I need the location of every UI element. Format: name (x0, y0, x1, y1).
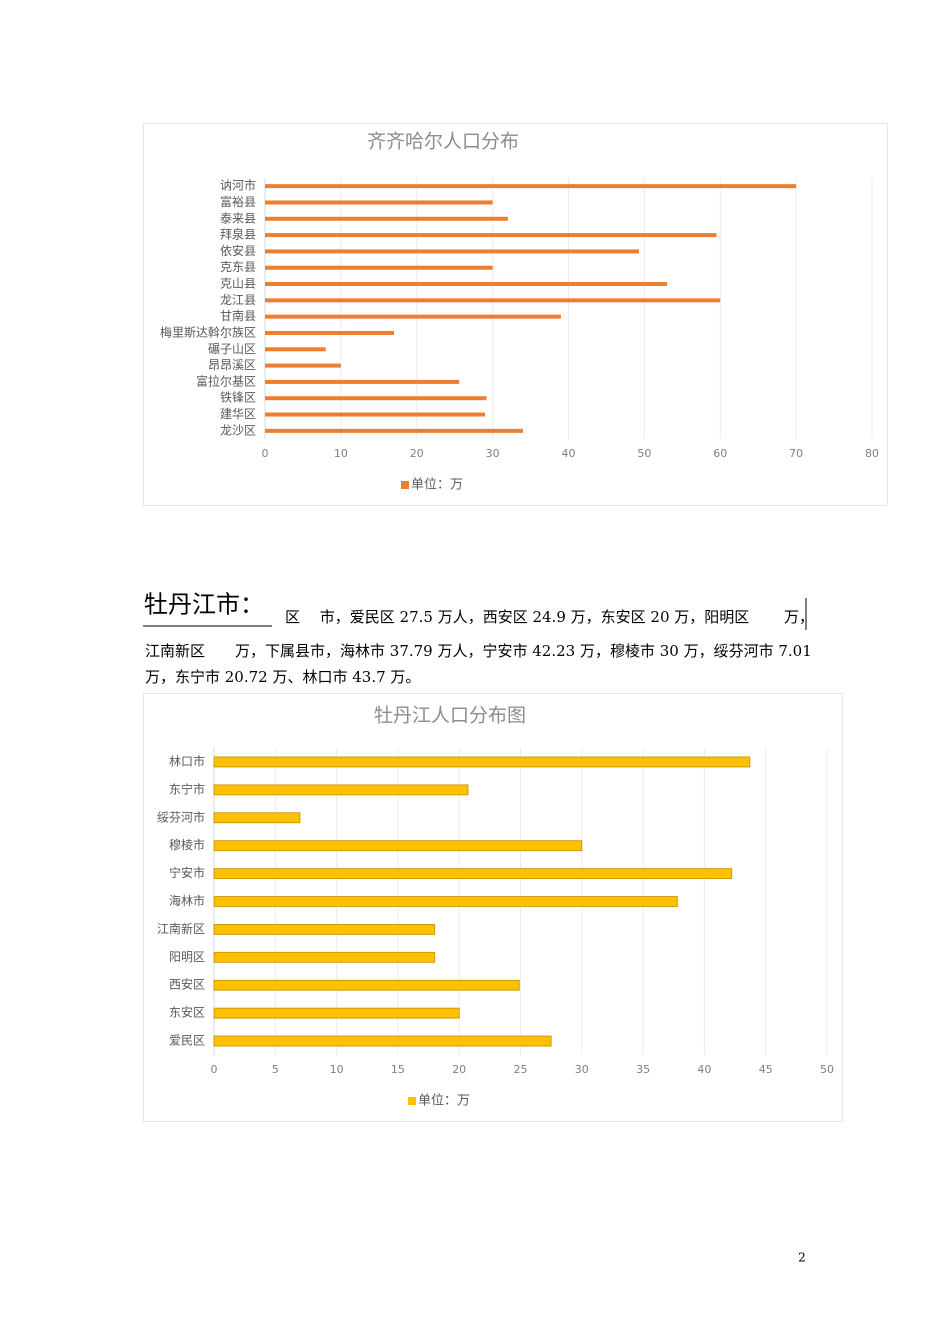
y-tick-label: 昂昂溪区 (208, 358, 256, 372)
paragraph-line: 万，东宁市 20.72 万、林口市 43.7 万。 (145, 668, 420, 686)
x-tick-label: 0 (211, 1063, 218, 1076)
bar (265, 200, 493, 205)
y-tick-label: 甘南县 (220, 308, 256, 323)
x-tick-label: 80 (865, 447, 879, 460)
y-tick-label: 建华区 (220, 407, 256, 421)
bar (213, 812, 301, 824)
bar (213, 896, 678, 907)
x-tick-label: 5 (272, 1063, 279, 1076)
bar (265, 298, 721, 303)
y-tick-label: 阳明区 (169, 950, 205, 964)
chart-title: 齐齐哈尔人口分布 (367, 131, 519, 153)
y-tick-label: 西安区 (169, 977, 205, 992)
legend-label: 单位：万 (411, 478, 463, 493)
bar (213, 840, 583, 852)
x-tick-label: 50 (637, 447, 651, 460)
x-tick-label: 45 (759, 1063, 773, 1076)
y-tick-label: 碾子山区 (208, 342, 256, 356)
bar (213, 979, 520, 991)
legend-swatch (408, 1097, 416, 1105)
chart-frame (143, 693, 843, 1122)
bar (265, 184, 797, 189)
bar (213, 756, 751, 768)
x-tick-label: 35 (636, 1063, 650, 1076)
y-tick-label: 海林市 (169, 893, 205, 908)
bar (265, 363, 341, 368)
bar (213, 1007, 460, 1019)
y-tick-label: 泰来县 (220, 211, 256, 225)
y-tick-label: 富裕县 (220, 194, 256, 209)
x-tick-label: 15 (391, 1063, 405, 1076)
y-tick-label: 富拉尔基区 (196, 373, 256, 388)
x-tick-label: 0 (262, 447, 269, 460)
y-tick-label: 克东县 (220, 260, 256, 274)
x-tick-label: 10 (330, 1063, 344, 1076)
bar (213, 784, 469, 796)
y-tick-label: 克山县 (220, 277, 256, 291)
x-tick-label: 30 (486, 447, 500, 460)
y-tick-label: 绥芬河市 (157, 809, 205, 824)
x-tick-label: 70 (789, 447, 803, 460)
bar (265, 282, 668, 287)
legend-label: 单位：万 (418, 1094, 470, 1109)
y-tick-label: 穆棱市 (169, 837, 205, 852)
bar (213, 1035, 552, 1047)
y-tick-label: 拜泉县 (220, 228, 256, 242)
bar (265, 412, 486, 417)
bar (265, 379, 460, 384)
y-tick-label: 讷河市 (220, 178, 256, 193)
paragraph-line: 区 市，爱民区 27.5 万人，西安区 24.9 万，东安区 20 万，阳明区 … (285, 608, 814, 626)
x-tick-label: 40 (697, 1063, 711, 1076)
x-tick-label: 25 (514, 1063, 528, 1076)
x-tick-label: 40 (562, 447, 576, 460)
y-tick-label: 东安区 (169, 1005, 205, 1020)
page-number: 2 (798, 1251, 806, 1265)
bar (265, 396, 487, 401)
bar (265, 265, 493, 270)
bar (213, 924, 436, 935)
y-tick-label: 龙沙区 (220, 423, 256, 437)
chart-frame (143, 123, 888, 506)
x-tick-label: 20 (452, 1063, 466, 1076)
chart-title: 牡丹江人口分布图 (374, 705, 526, 727)
bar (213, 951, 436, 963)
x-tick-label: 20 (410, 447, 424, 460)
y-tick-label: 依安县 (220, 243, 256, 258)
bar (213, 868, 733, 879)
x-tick-label: 60 (713, 447, 727, 460)
section-heading: 牡丹江市： (144, 591, 264, 619)
bar (265, 216, 508, 221)
y-tick-label: 宁安市 (169, 865, 205, 880)
y-tick-label: 东宁市 (169, 781, 205, 796)
x-tick-label: 10 (334, 447, 348, 460)
x-tick-label: 50 (820, 1063, 834, 1076)
bar (265, 314, 561, 319)
paragraph-line: 江南新区 万，下属县市，海林市 37.79 万人，宁安市 42.23 万，穆棱市… (145, 642, 812, 660)
y-tick-label: 梅里斯达斡尔族区 (160, 324, 256, 339)
bar (265, 330, 394, 335)
y-tick-label: 林口市 (169, 753, 205, 768)
bar (265, 233, 717, 238)
x-tick-label: 30 (575, 1063, 589, 1076)
y-tick-label: 龙江县 (220, 293, 256, 307)
y-tick-label: 爱民区 (169, 1034, 205, 1048)
y-tick-label: 铁锋区 (220, 391, 256, 405)
y-tick-label: 江南新区 (157, 921, 205, 936)
bar (265, 249, 640, 254)
legend-swatch (401, 481, 409, 489)
bar (265, 347, 326, 352)
bar (265, 428, 523, 433)
